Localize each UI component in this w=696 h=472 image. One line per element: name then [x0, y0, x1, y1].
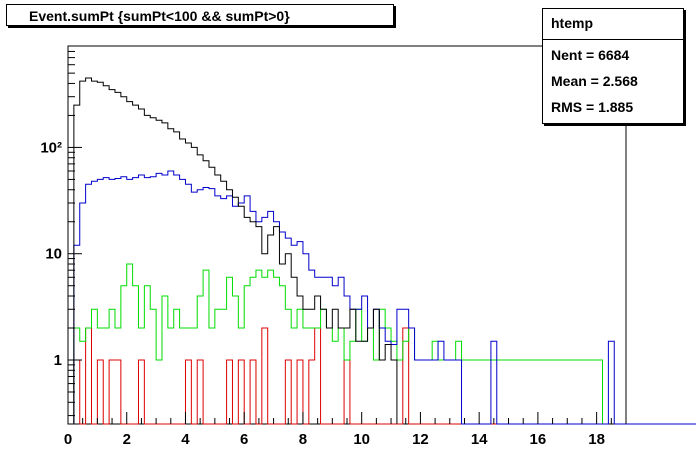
stats-divider [543, 39, 683, 40]
x-tick-label: 14 [471, 431, 488, 448]
x-tick-label: 4 [181, 431, 190, 448]
x-tick-label: 0 [64, 431, 72, 448]
series-green [73, 263, 604, 424]
x-tick-label: 6 [240, 431, 248, 448]
stats-rms: RMS = 1.885 [551, 99, 634, 115]
stats-box: htemp Nent = 6684 Mean = 2.568 RMS = 1.8… [542, 8, 684, 124]
x-tick-label: 2 [123, 431, 131, 448]
chart-title: Event.sumPt {sumPt<100 && sumPt>0} [29, 8, 290, 24]
chart-title-box: Event.sumPt {sumPt<100 && sumPt>0} [6, 4, 394, 26]
series-black [73, 77, 398, 424]
series-red [73, 327, 609, 425]
y-tick-label: 1 [54, 352, 62, 369]
x-tick-label: 10 [353, 431, 370, 448]
stats-name: htemp [551, 15, 593, 31]
y-tick-label: 10 [45, 246, 62, 263]
series-blue [73, 170, 696, 425]
x-tick-label: 12 [412, 431, 429, 448]
x-tick-label: 16 [530, 431, 547, 448]
y-tick-label: 10² [40, 139, 62, 156]
x-tick-label: 8 [299, 431, 307, 448]
x-tick-label: 18 [588, 431, 605, 448]
stats-entries: Nent = 6684 [551, 47, 630, 63]
stats-mean: Mean = 2.568 [551, 73, 638, 89]
